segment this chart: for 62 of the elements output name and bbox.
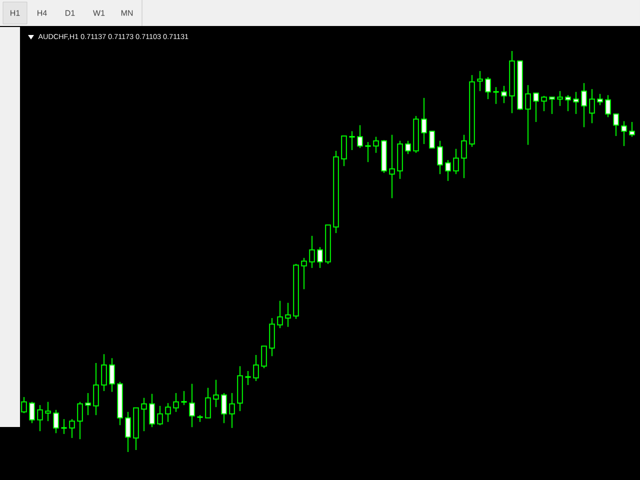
candlestick (445, 160, 451, 182)
candlestick (525, 84, 531, 146)
candlestick (605, 94, 611, 118)
candlestick (221, 392, 227, 424)
candlestick (501, 85, 507, 104)
candlestick (373, 136, 379, 154)
text: W1 (93, 10, 105, 16)
candlestick (477, 70, 483, 92)
candlestick (629, 121, 635, 138)
candlestick (141, 397, 147, 432)
candlestick (421, 97, 427, 145)
candlestick (597, 93, 603, 106)
candlestick (101, 354, 107, 392)
candlestick (93, 362, 99, 416)
candlestick (53, 409, 59, 434)
candlestick (205, 387, 211, 418)
text: MN (121, 10, 133, 16)
candlestick (125, 411, 131, 452)
candlestick (565, 94, 571, 112)
candlestick (277, 300, 283, 329)
candlestick (485, 76, 491, 100)
candlestick (109, 358, 115, 392)
candlestick (541, 95, 547, 112)
candlestick (189, 383, 195, 428)
candlestick (453, 148, 459, 175)
candlestick (229, 392, 235, 428)
candlestick (429, 130, 435, 149)
candlestick (317, 246, 323, 268)
text: H4 (38, 10, 47, 16)
candlestick (173, 392, 179, 412)
candlestick (285, 302, 291, 328)
candlestick (301, 257, 307, 290)
candlestick (37, 404, 43, 432)
candlestick (157, 405, 163, 426)
candlestick (309, 235, 315, 268)
candlestick (45, 401, 51, 422)
candlestick (21, 396, 27, 414)
candlestick (77, 401, 83, 440)
candlestick (149, 393, 155, 428)
candlestick (341, 136, 347, 167)
candlestick (357, 124, 363, 149)
candlestick (613, 113, 619, 137)
candlestick (621, 120, 627, 147)
candlestick (85, 392, 91, 416)
text: H1 (10, 10, 20, 16)
candlestick (557, 90, 563, 106)
candlestick (213, 379, 219, 408)
candlestick (405, 140, 411, 155)
candlestick (533, 92, 539, 122)
text: D1 (66, 10, 75, 16)
candlestick (29, 401, 35, 424)
candlestick (573, 91, 579, 114)
candlestick (581, 82, 587, 128)
candlestick (589, 88, 595, 124)
candlestick (261, 346, 267, 369)
candlestick (165, 402, 171, 422)
candlestick (69, 418, 75, 438)
candlestick (253, 354, 259, 382)
candlestick (549, 96, 555, 114)
candlestick (437, 140, 443, 175)
candlestick (461, 134, 467, 179)
candlestick (389, 134, 395, 199)
